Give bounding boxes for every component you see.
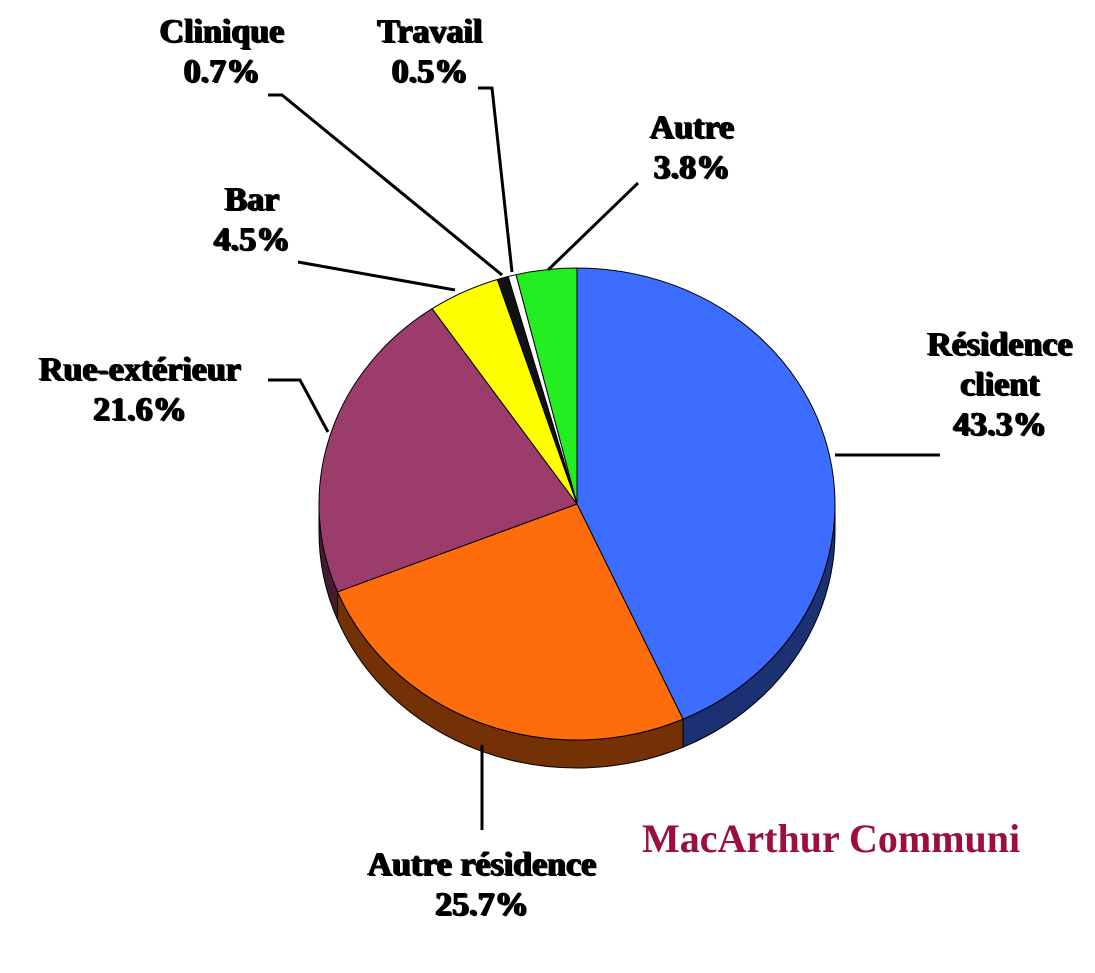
- category-label: Bar: [224, 181, 280, 218]
- category-label: Autre résidence: [367, 846, 597, 883]
- leader-line: [297, 260, 456, 292]
- category-label: Rue-extérieur: [38, 351, 241, 388]
- value-label: 0.5%: [391, 53, 469, 90]
- value-label: 4.5%: [213, 221, 291, 258]
- value-label: 43.3%: [953, 406, 1047, 443]
- value-label: 3.8%: [653, 149, 731, 186]
- leader-line: [268, 378, 330, 433]
- slice: [318, 308, 578, 593]
- slice: [576, 267, 836, 720]
- category-label: Résidence client: [927, 326, 1073, 403]
- slice: [515, 267, 578, 505]
- value-label: 0.7%: [183, 53, 261, 90]
- category-label: Autre: [649, 109, 735, 146]
- source-text: MacArthur Communi: [642, 816, 1021, 861]
- value-label: 21.6%: [93, 391, 187, 428]
- slice: [336, 503, 684, 741]
- leader-line: [268, 93, 503, 277]
- category-label: Clinique: [159, 13, 285, 50]
- value-label: 25.7%: [435, 886, 529, 923]
- leader-line: [546, 181, 640, 272]
- leader-line: [478, 86, 514, 273]
- category-label: Travail: [377, 13, 483, 50]
